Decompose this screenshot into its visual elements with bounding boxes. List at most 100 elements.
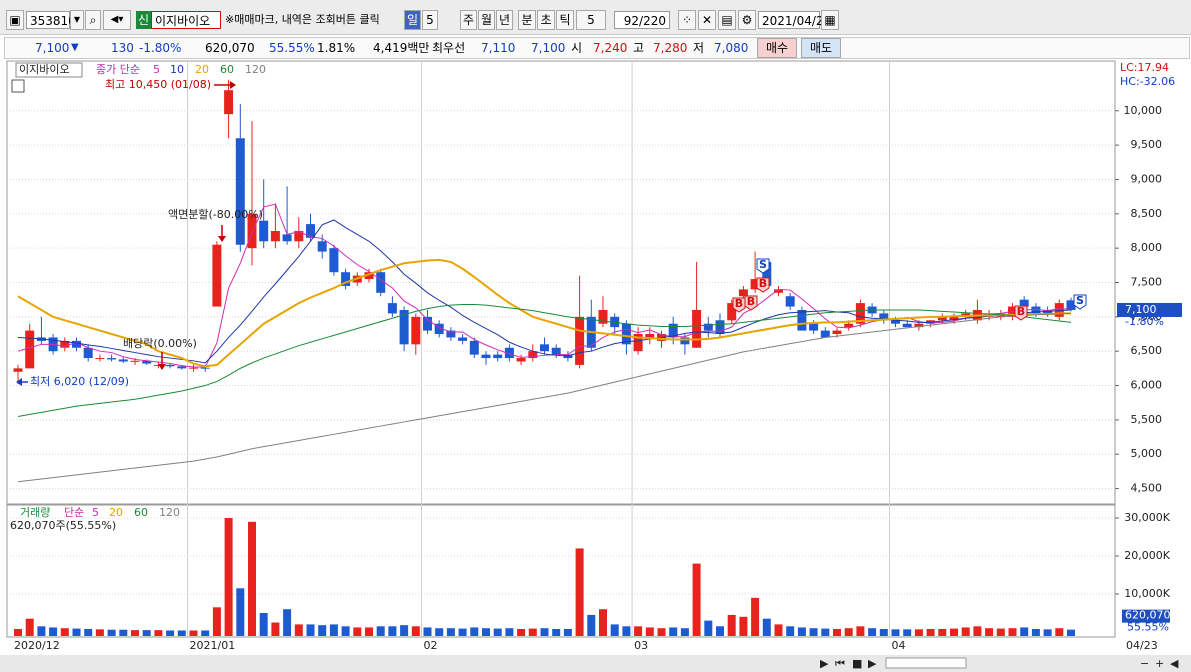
ma-line	[17, 219, 1072, 364]
tool-icon[interactable]: ⁘	[678, 10, 696, 30]
volume-bar	[996, 628, 1005, 636]
volume-bar	[72, 628, 81, 636]
signal-label: B	[735, 297, 743, 310]
volume-bar	[14, 628, 22, 636]
candle-body	[95, 358, 105, 360]
candle-body	[13, 368, 23, 372]
hc-label: HC:-32.06	[1120, 75, 1175, 88]
candle-body	[224, 90, 234, 115]
volume-bar	[809, 628, 818, 636]
candle-body	[645, 334, 655, 338]
menu-icon[interactable]: ▣	[6, 10, 24, 30]
x-tick-label: 02	[424, 639, 438, 652]
candle-body	[446, 330, 456, 338]
annotation: 액면분할(-80.00%)	[168, 208, 263, 221]
volume-bar	[751, 597, 760, 636]
candle-body	[153, 364, 163, 366]
volume-bar	[107, 629, 116, 636]
candle-body	[809, 323, 819, 331]
signal-label: S	[759, 258, 767, 271]
candle-body	[575, 316, 585, 365]
candle-body	[738, 289, 748, 297]
svg-text:▶: ▶	[820, 657, 829, 670]
x-tick-label: 2020/12	[14, 639, 60, 652]
volume-bar	[177, 630, 186, 636]
candle-body	[844, 323, 854, 328]
scroll-controls[interactable]: ▶ ⏮ ■ ▶ − + ◀	[820, 657, 1179, 670]
period-button[interactable]: 년	[496, 10, 513, 30]
volume-bar	[329, 624, 338, 636]
candle-body	[72, 340, 81, 348]
candle-body	[270, 230, 280, 242]
code-input[interactable]: 353810	[26, 11, 76, 29]
y-tick-label: 10,000K	[1124, 587, 1170, 600]
save-icon[interactable]: ▤	[718, 10, 736, 30]
tool-icon[interactable]: ✕	[698, 10, 716, 30]
ma-line	[17, 303, 1072, 417]
volume-label: 620,070주(55.55%)	[10, 519, 116, 532]
candle-body	[1019, 299, 1029, 307]
volume-bar	[856, 626, 865, 636]
buy-button[interactable]: 매수	[757, 38, 797, 58]
period-button[interactable]: 틱	[556, 10, 574, 30]
volume-bar	[423, 627, 432, 636]
volume-bar	[786, 626, 795, 636]
volume-bar	[201, 630, 210, 636]
settings-icon[interactable]: ⚙	[738, 10, 756, 30]
chart: ▶⏮■▶ −+◀ 4,5005,0005,5006,0006,5007,0007…	[0, 60, 1191, 672]
code-dropdown[interactable]: ▼	[70, 10, 84, 30]
svg-text:▶: ▶	[868, 657, 877, 670]
legend-entry: 60	[134, 506, 148, 519]
candle-body	[914, 323, 924, 328]
grid-icon[interactable]	[11, 79, 25, 93]
volume-bar	[154, 630, 163, 636]
date-input[interactable]: 2021/04/23	[758, 11, 831, 29]
new-badge: 신	[136, 11, 152, 29]
volume: 620,070	[205, 41, 255, 55]
period-button[interactable]: 5	[422, 10, 438, 30]
search-button[interactable]: ⌕	[85, 10, 101, 30]
y-tick-label: 4,500	[1131, 482, 1163, 495]
volume-bar	[236, 588, 245, 636]
volume-bar	[669, 627, 678, 636]
volume-bar	[400, 625, 409, 636]
direction: ▼	[71, 42, 79, 53]
volume-bar	[376, 626, 385, 636]
volume-bar	[470, 627, 479, 636]
period-button[interactable]: 분	[518, 10, 536, 30]
candle-body	[879, 313, 889, 321]
candle-body	[820, 330, 830, 338]
sound-button[interactable]: ◀▾	[103, 10, 131, 30]
legend-entry: 5	[92, 506, 99, 519]
volume-bar	[259, 613, 268, 636]
period-button[interactable]: 월	[478, 10, 495, 30]
period-button[interactable]: 초	[537, 10, 555, 30]
candle-body	[516, 358, 526, 362]
candle-body	[423, 316, 432, 331]
candle-body	[961, 313, 971, 317]
open: 7,240	[593, 41, 628, 55]
stock-name[interactable]: 이지바이오	[151, 11, 221, 29]
candle-body	[504, 347, 514, 359]
signal-label: B	[759, 277, 767, 290]
sell-button[interactable]: 매도	[801, 38, 841, 58]
candle-body	[364, 272, 374, 280]
candle-body	[83, 347, 93, 359]
volume-tag	[1122, 609, 1170, 623]
candle-body	[118, 359, 128, 362]
high: 7,280	[653, 41, 688, 55]
period-button[interactable]: 주	[460, 10, 477, 30]
y-tick-label: 7,500	[1131, 276, 1163, 289]
period-button[interactable]: 5	[576, 10, 606, 30]
period-button[interactable]: 일	[404, 10, 421, 30]
volume-bar	[517, 628, 526, 636]
volume-bar	[1031, 628, 1040, 636]
volume-bar	[774, 624, 783, 636]
candle-body	[774, 289, 783, 293]
candle-body	[727, 303, 737, 321]
candle-body	[458, 337, 468, 341]
y-tick-label: 5,500	[1131, 413, 1163, 426]
volume-bar	[704, 620, 713, 636]
volume-bar	[762, 618, 771, 636]
calendar-icon[interactable]: ▦	[821, 10, 839, 30]
